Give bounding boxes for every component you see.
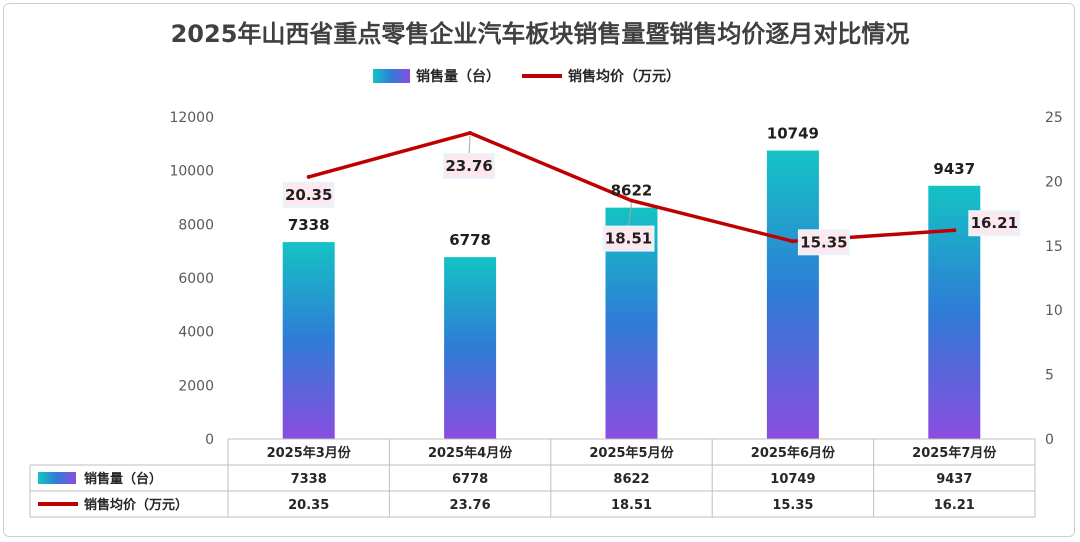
bar-value-label: 6778 xyxy=(449,231,491,249)
x-tick-label: 2025年3月份 xyxy=(267,445,352,461)
legend-label-bar: 销售量（台） xyxy=(416,68,500,85)
bar-value-label: 9437 xyxy=(933,160,975,178)
chart-frame xyxy=(3,3,1075,537)
x-tick-label: 2025年7月份 xyxy=(912,445,997,461)
y-left-tick-label: 8000 xyxy=(178,217,214,233)
table-cell: 15.35 xyxy=(772,498,813,513)
table-cell: 16.21 xyxy=(934,498,975,513)
table-swatch-bar xyxy=(38,472,76,484)
line-point xyxy=(306,174,311,179)
y-right-tick-label: 5 xyxy=(1045,368,1054,384)
line-label-box xyxy=(443,152,496,179)
table-cell: 6778 xyxy=(452,472,488,487)
bar xyxy=(766,150,819,440)
table-row-label-line: 销售均价（万元） xyxy=(84,497,188,513)
bar xyxy=(444,257,497,439)
table-cell: 8622 xyxy=(613,472,649,487)
x-tick-label: 2025年4月份 xyxy=(428,445,513,461)
line-value-label: 16.21 xyxy=(971,214,1018,232)
bar-value-label: 8622 xyxy=(611,182,653,200)
line-label-box xyxy=(968,210,1021,237)
data-labels: 7338 6778 8622 10749 9437 20.35 23.76 18.51 15.3… xyxy=(282,125,1021,256)
table-row-label-bar: 销售量（台） xyxy=(84,471,162,487)
y-left-tick-label: 0 xyxy=(205,432,214,448)
line-value-label: 18.51 xyxy=(605,230,652,248)
line-point xyxy=(468,130,473,135)
data-table: 2025年3月份 2025年4月份 2025年5月份 2025年6月份 2025年7月份… xyxy=(29,438,1036,518)
bar-value-label: 7338 xyxy=(288,216,330,234)
line-point xyxy=(629,198,634,203)
y-right-tick-label: 25 xyxy=(1045,110,1063,126)
x-tick-label: 2025年5月份 xyxy=(589,445,674,461)
legend: 销售量（台） 销售均价（万元） xyxy=(373,68,680,85)
table-cell: 20.35 xyxy=(288,498,329,513)
bar-value-label: 10749 xyxy=(767,125,819,143)
table-cell: 9437 xyxy=(936,472,972,487)
line-label-box xyxy=(797,229,850,256)
table-cell: 7338 xyxy=(291,472,327,487)
y-left-tick-label: 10000 xyxy=(169,164,214,180)
line-value-label: 20.35 xyxy=(285,186,332,204)
line-point xyxy=(790,239,795,244)
line-label-leader xyxy=(628,203,632,227)
chart-title: 2025年山西省重点零售企业汽车板块销售量暨销售均价逐月对比情况 xyxy=(170,20,910,48)
line-point xyxy=(952,228,957,233)
y-left-tick-label: 6000 xyxy=(178,271,214,287)
y-left-tick-label: 12000 xyxy=(169,110,214,126)
table-cell: 18.51 xyxy=(611,498,652,513)
line-value-label: 23.76 xyxy=(445,157,492,175)
line-label-box xyxy=(282,181,335,208)
line-value-label: 15.35 xyxy=(800,233,847,251)
x-tick-label: 2025年6月份 xyxy=(751,445,836,461)
y-right-tick-label: 20 xyxy=(1045,174,1063,190)
legend-swatch-bar xyxy=(373,69,410,83)
bar xyxy=(282,242,335,439)
line-label-leader xyxy=(468,135,471,154)
table-cell: 10749 xyxy=(770,472,815,487)
y-right-tick-label: 0 xyxy=(1045,432,1054,448)
y-right-tick-label: 10 xyxy=(1045,303,1063,319)
y-right-tick-label: 15 xyxy=(1045,239,1063,255)
line-label-box xyxy=(602,225,655,252)
table-cell: 23.76 xyxy=(450,498,491,513)
y-left-tick-label: 4000 xyxy=(178,325,214,341)
legend-label-line: 销售均价（万元） xyxy=(568,68,680,85)
y-left-tick-label: 2000 xyxy=(178,378,214,394)
